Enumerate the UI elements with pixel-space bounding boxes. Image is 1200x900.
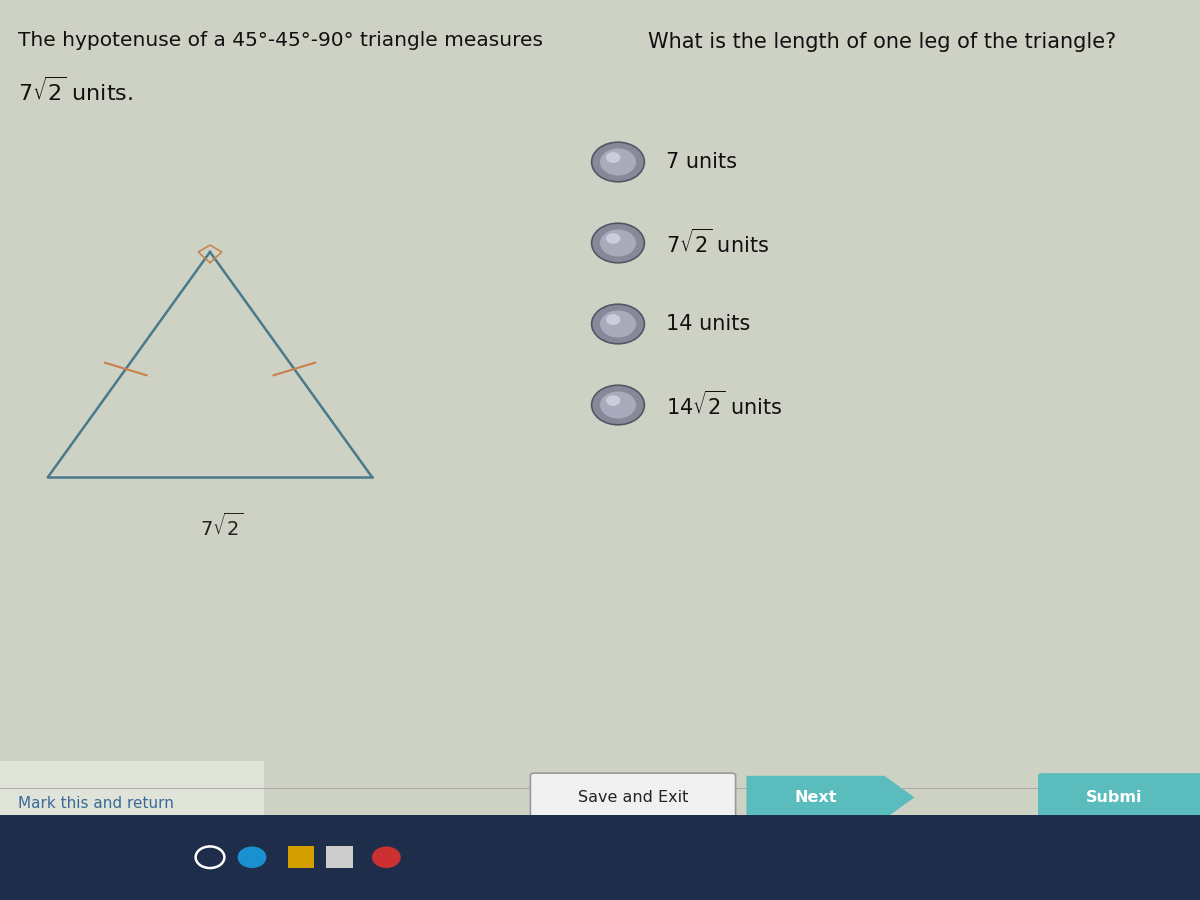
Circle shape [600, 230, 636, 256]
FancyBboxPatch shape [0, 0, 1200, 814]
Circle shape [600, 392, 636, 418]
Circle shape [592, 142, 644, 182]
FancyBboxPatch shape [0, 814, 1200, 900]
Text: What is the length of one leg of the triangle?: What is the length of one leg of the tri… [648, 32, 1116, 51]
Circle shape [606, 152, 620, 163]
Circle shape [592, 223, 644, 263]
Circle shape [606, 314, 620, 325]
FancyBboxPatch shape [0, 760, 264, 814]
Circle shape [592, 304, 644, 344]
FancyBboxPatch shape [288, 846, 314, 868]
Text: $14\sqrt{2}$ units: $14\sqrt{2}$ units [666, 391, 782, 419]
Text: $7\sqrt{2}$ units.: $7\sqrt{2}$ units. [18, 76, 133, 105]
Polygon shape [746, 776, 914, 819]
Text: 7 units: 7 units [666, 152, 737, 172]
Text: Submi: Submi [1086, 790, 1142, 805]
Text: The hypotenuse of a 45°-45°-90° triangle measures: The hypotenuse of a 45°-45°-90° triangle… [18, 32, 542, 50]
Circle shape [606, 395, 620, 406]
FancyBboxPatch shape [1038, 773, 1200, 822]
FancyBboxPatch shape [326, 846, 353, 868]
Circle shape [606, 233, 620, 244]
Text: $7\sqrt{2}$: $7\sqrt{2}$ [200, 513, 244, 540]
Text: Next: Next [794, 790, 836, 805]
Circle shape [238, 846, 266, 868]
Text: Mark this and return: Mark this and return [18, 796, 174, 811]
Text: $7\sqrt{2}$ units: $7\sqrt{2}$ units [666, 229, 769, 257]
Circle shape [592, 385, 644, 425]
Circle shape [600, 310, 636, 338]
Text: 14 units: 14 units [666, 314, 750, 334]
Text: Save and Exit: Save and Exit [578, 790, 688, 805]
Circle shape [372, 846, 401, 868]
FancyBboxPatch shape [530, 773, 736, 822]
Circle shape [600, 148, 636, 176]
